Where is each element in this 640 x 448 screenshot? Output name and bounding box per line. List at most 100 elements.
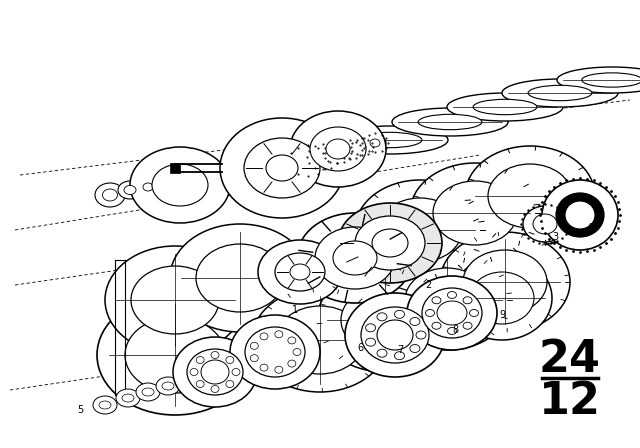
Text: 6: 6 <box>357 343 363 353</box>
Ellipse shape <box>211 385 219 392</box>
Ellipse shape <box>317 268 453 372</box>
Ellipse shape <box>523 206 567 242</box>
Ellipse shape <box>447 327 456 335</box>
Ellipse shape <box>288 360 296 367</box>
Ellipse shape <box>582 73 640 87</box>
Ellipse shape <box>473 99 537 115</box>
Ellipse shape <box>325 144 349 162</box>
Ellipse shape <box>440 232 570 332</box>
Ellipse shape <box>340 142 360 158</box>
Ellipse shape <box>358 132 422 148</box>
Ellipse shape <box>297 213 413 303</box>
Ellipse shape <box>372 229 408 257</box>
Text: 2: 2 <box>425 280 431 290</box>
Ellipse shape <box>260 333 268 340</box>
Ellipse shape <box>196 244 284 312</box>
Ellipse shape <box>131 266 219 334</box>
Ellipse shape <box>275 366 283 373</box>
Ellipse shape <box>364 135 386 151</box>
Ellipse shape <box>230 315 320 389</box>
Ellipse shape <box>332 149 342 157</box>
Ellipse shape <box>290 111 386 187</box>
Ellipse shape <box>97 295 253 415</box>
Ellipse shape <box>394 310 404 319</box>
Ellipse shape <box>232 369 240 375</box>
Ellipse shape <box>266 155 298 181</box>
Ellipse shape <box>556 193 604 237</box>
Ellipse shape <box>463 297 472 304</box>
Ellipse shape <box>533 214 557 234</box>
Text: 24: 24 <box>539 339 601 382</box>
Ellipse shape <box>142 388 154 396</box>
Ellipse shape <box>392 108 508 136</box>
Ellipse shape <box>258 240 342 304</box>
Ellipse shape <box>143 183 153 191</box>
Ellipse shape <box>124 185 136 194</box>
Ellipse shape <box>173 337 257 407</box>
Text: 9: 9 <box>499 310 505 320</box>
Ellipse shape <box>162 382 174 390</box>
Ellipse shape <box>316 152 330 162</box>
Ellipse shape <box>361 307 429 363</box>
Ellipse shape <box>326 139 350 159</box>
Ellipse shape <box>95 183 125 207</box>
Ellipse shape <box>452 256 552 340</box>
Ellipse shape <box>152 164 208 206</box>
Ellipse shape <box>433 181 517 245</box>
Ellipse shape <box>353 140 371 154</box>
Ellipse shape <box>190 369 198 375</box>
Ellipse shape <box>355 216 425 270</box>
Text: 1: 1 <box>292 305 298 315</box>
Text: 12: 12 <box>539 380 601 423</box>
Ellipse shape <box>432 297 441 304</box>
Ellipse shape <box>565 201 595 229</box>
Ellipse shape <box>170 224 310 332</box>
Ellipse shape <box>226 357 234 363</box>
Ellipse shape <box>377 320 413 350</box>
Ellipse shape <box>245 327 305 377</box>
Ellipse shape <box>365 324 376 332</box>
Ellipse shape <box>338 203 442 283</box>
Ellipse shape <box>410 163 540 263</box>
Text: 3: 3 <box>552 232 558 242</box>
Ellipse shape <box>196 380 204 388</box>
FancyBboxPatch shape <box>170 163 180 173</box>
Ellipse shape <box>196 357 204 363</box>
Ellipse shape <box>93 396 117 414</box>
Ellipse shape <box>156 377 180 395</box>
Ellipse shape <box>463 250 547 314</box>
Ellipse shape <box>309 146 337 168</box>
Ellipse shape <box>447 93 563 121</box>
Ellipse shape <box>365 338 376 346</box>
Ellipse shape <box>437 301 467 325</box>
Ellipse shape <box>345 293 445 377</box>
Ellipse shape <box>201 360 229 384</box>
Ellipse shape <box>378 198 462 262</box>
Ellipse shape <box>542 180 618 250</box>
Ellipse shape <box>290 264 310 280</box>
Ellipse shape <box>125 317 225 393</box>
Ellipse shape <box>122 394 134 402</box>
Ellipse shape <box>332 126 448 154</box>
Ellipse shape <box>187 349 243 395</box>
Ellipse shape <box>276 306 364 374</box>
Ellipse shape <box>418 114 482 130</box>
Text: 7: 7 <box>397 345 403 355</box>
Ellipse shape <box>470 310 479 316</box>
Text: 8: 8 <box>452 325 458 335</box>
Ellipse shape <box>407 276 497 350</box>
Text: 5: 5 <box>77 405 83 415</box>
Ellipse shape <box>394 352 404 360</box>
Ellipse shape <box>346 147 354 153</box>
Ellipse shape <box>275 331 283 338</box>
Ellipse shape <box>341 286 429 354</box>
Ellipse shape <box>447 292 456 298</box>
Ellipse shape <box>138 179 158 195</box>
Ellipse shape <box>288 337 296 344</box>
Ellipse shape <box>377 313 387 321</box>
Ellipse shape <box>310 127 366 171</box>
Ellipse shape <box>250 342 259 349</box>
Ellipse shape <box>130 147 230 223</box>
Ellipse shape <box>116 389 140 407</box>
Ellipse shape <box>118 181 142 199</box>
